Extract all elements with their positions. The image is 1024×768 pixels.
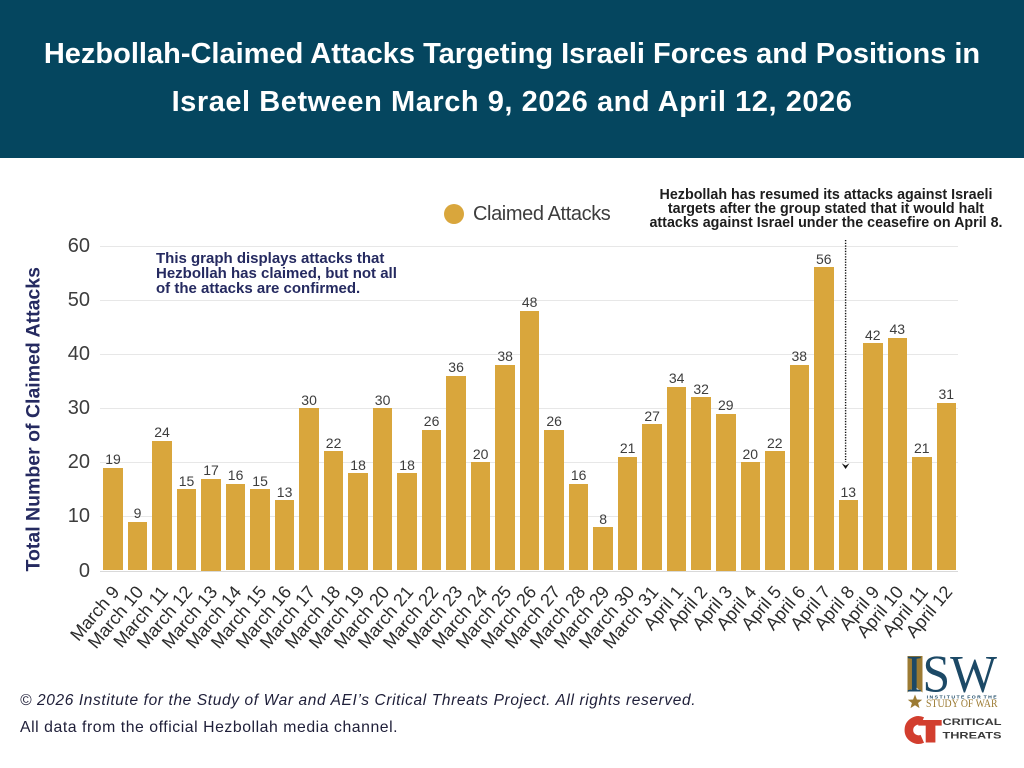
- svg-text:I N S T I T U T E F O R T H: I N S T I T U T E F O R T H E: [927, 695, 997, 700]
- svg-text:CRITICAL: CRITICAL: [943, 717, 1002, 727]
- svg-text:STUDY OF WAR: STUDY OF WAR: [926, 698, 998, 710]
- svg-text:THREATS: THREATS: [943, 730, 1002, 740]
- svg-text:ISW: ISW: [906, 648, 997, 704]
